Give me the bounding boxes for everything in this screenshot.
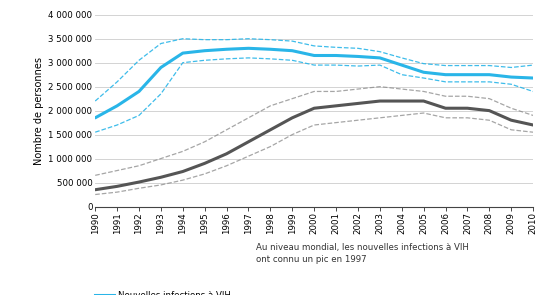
Y-axis label: Nombre de personnes: Nombre de personnes — [34, 57, 44, 165]
Legend: Nouvelles infections à VIH, Décès liés au sida: Nouvelles infections à VIH, Décès liés a… — [95, 291, 231, 295]
Text: Au niveau mondial, les nouvelles infections à VIH
ont connu un pic en 1997: Au niveau mondial, les nouvelles infecti… — [256, 243, 468, 264]
